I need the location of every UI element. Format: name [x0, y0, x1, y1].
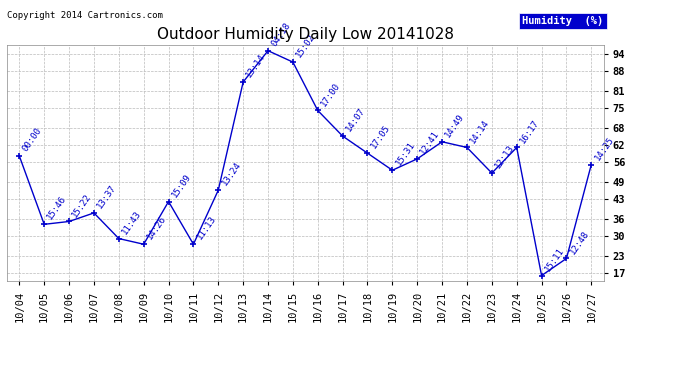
- Text: 00:00: 00:00: [21, 126, 43, 153]
- Text: 15:02: 15:02: [294, 32, 317, 59]
- Text: 17:00: 17:00: [319, 81, 342, 108]
- Text: 15:11: 15:11: [543, 246, 566, 273]
- Text: 12:41: 12:41: [419, 129, 442, 156]
- Text: 14:26: 14:26: [145, 214, 168, 242]
- Text: 17:05: 17:05: [369, 123, 392, 150]
- Text: 13:37: 13:37: [95, 183, 118, 210]
- Text: 16:17: 16:17: [518, 117, 541, 145]
- Text: 15:22: 15:22: [70, 192, 93, 219]
- Text: 14:07: 14:07: [344, 106, 367, 133]
- Text: 12:48: 12:48: [568, 228, 591, 256]
- Text: 11:13: 11:13: [195, 214, 217, 242]
- Text: 15:46: 15:46: [46, 194, 68, 222]
- Text: 15:09: 15:09: [170, 172, 193, 199]
- Text: Humidity  (%): Humidity (%): [522, 16, 604, 26]
- Text: 15:31: 15:31: [394, 140, 417, 168]
- Text: 11:43: 11:43: [120, 209, 143, 236]
- Text: 14:14: 14:14: [469, 117, 491, 145]
- Text: Copyright 2014 Cartronics.com: Copyright 2014 Cartronics.com: [7, 11, 163, 20]
- Text: 14:25: 14:25: [593, 135, 615, 162]
- Text: 12:13: 12:13: [493, 143, 516, 170]
- Title: Outdoor Humidity Daily Low 20141028: Outdoor Humidity Daily Low 20141028: [157, 27, 454, 42]
- Text: 13:14: 13:14: [244, 52, 267, 79]
- Text: 13:24: 13:24: [219, 160, 242, 188]
- Text: 14:49: 14:49: [444, 112, 466, 139]
- Text: 04:18: 04:18: [269, 21, 292, 48]
